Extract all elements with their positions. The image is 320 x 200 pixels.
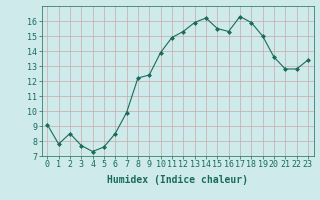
X-axis label: Humidex (Indice chaleur): Humidex (Indice chaleur) [107, 175, 248, 185]
